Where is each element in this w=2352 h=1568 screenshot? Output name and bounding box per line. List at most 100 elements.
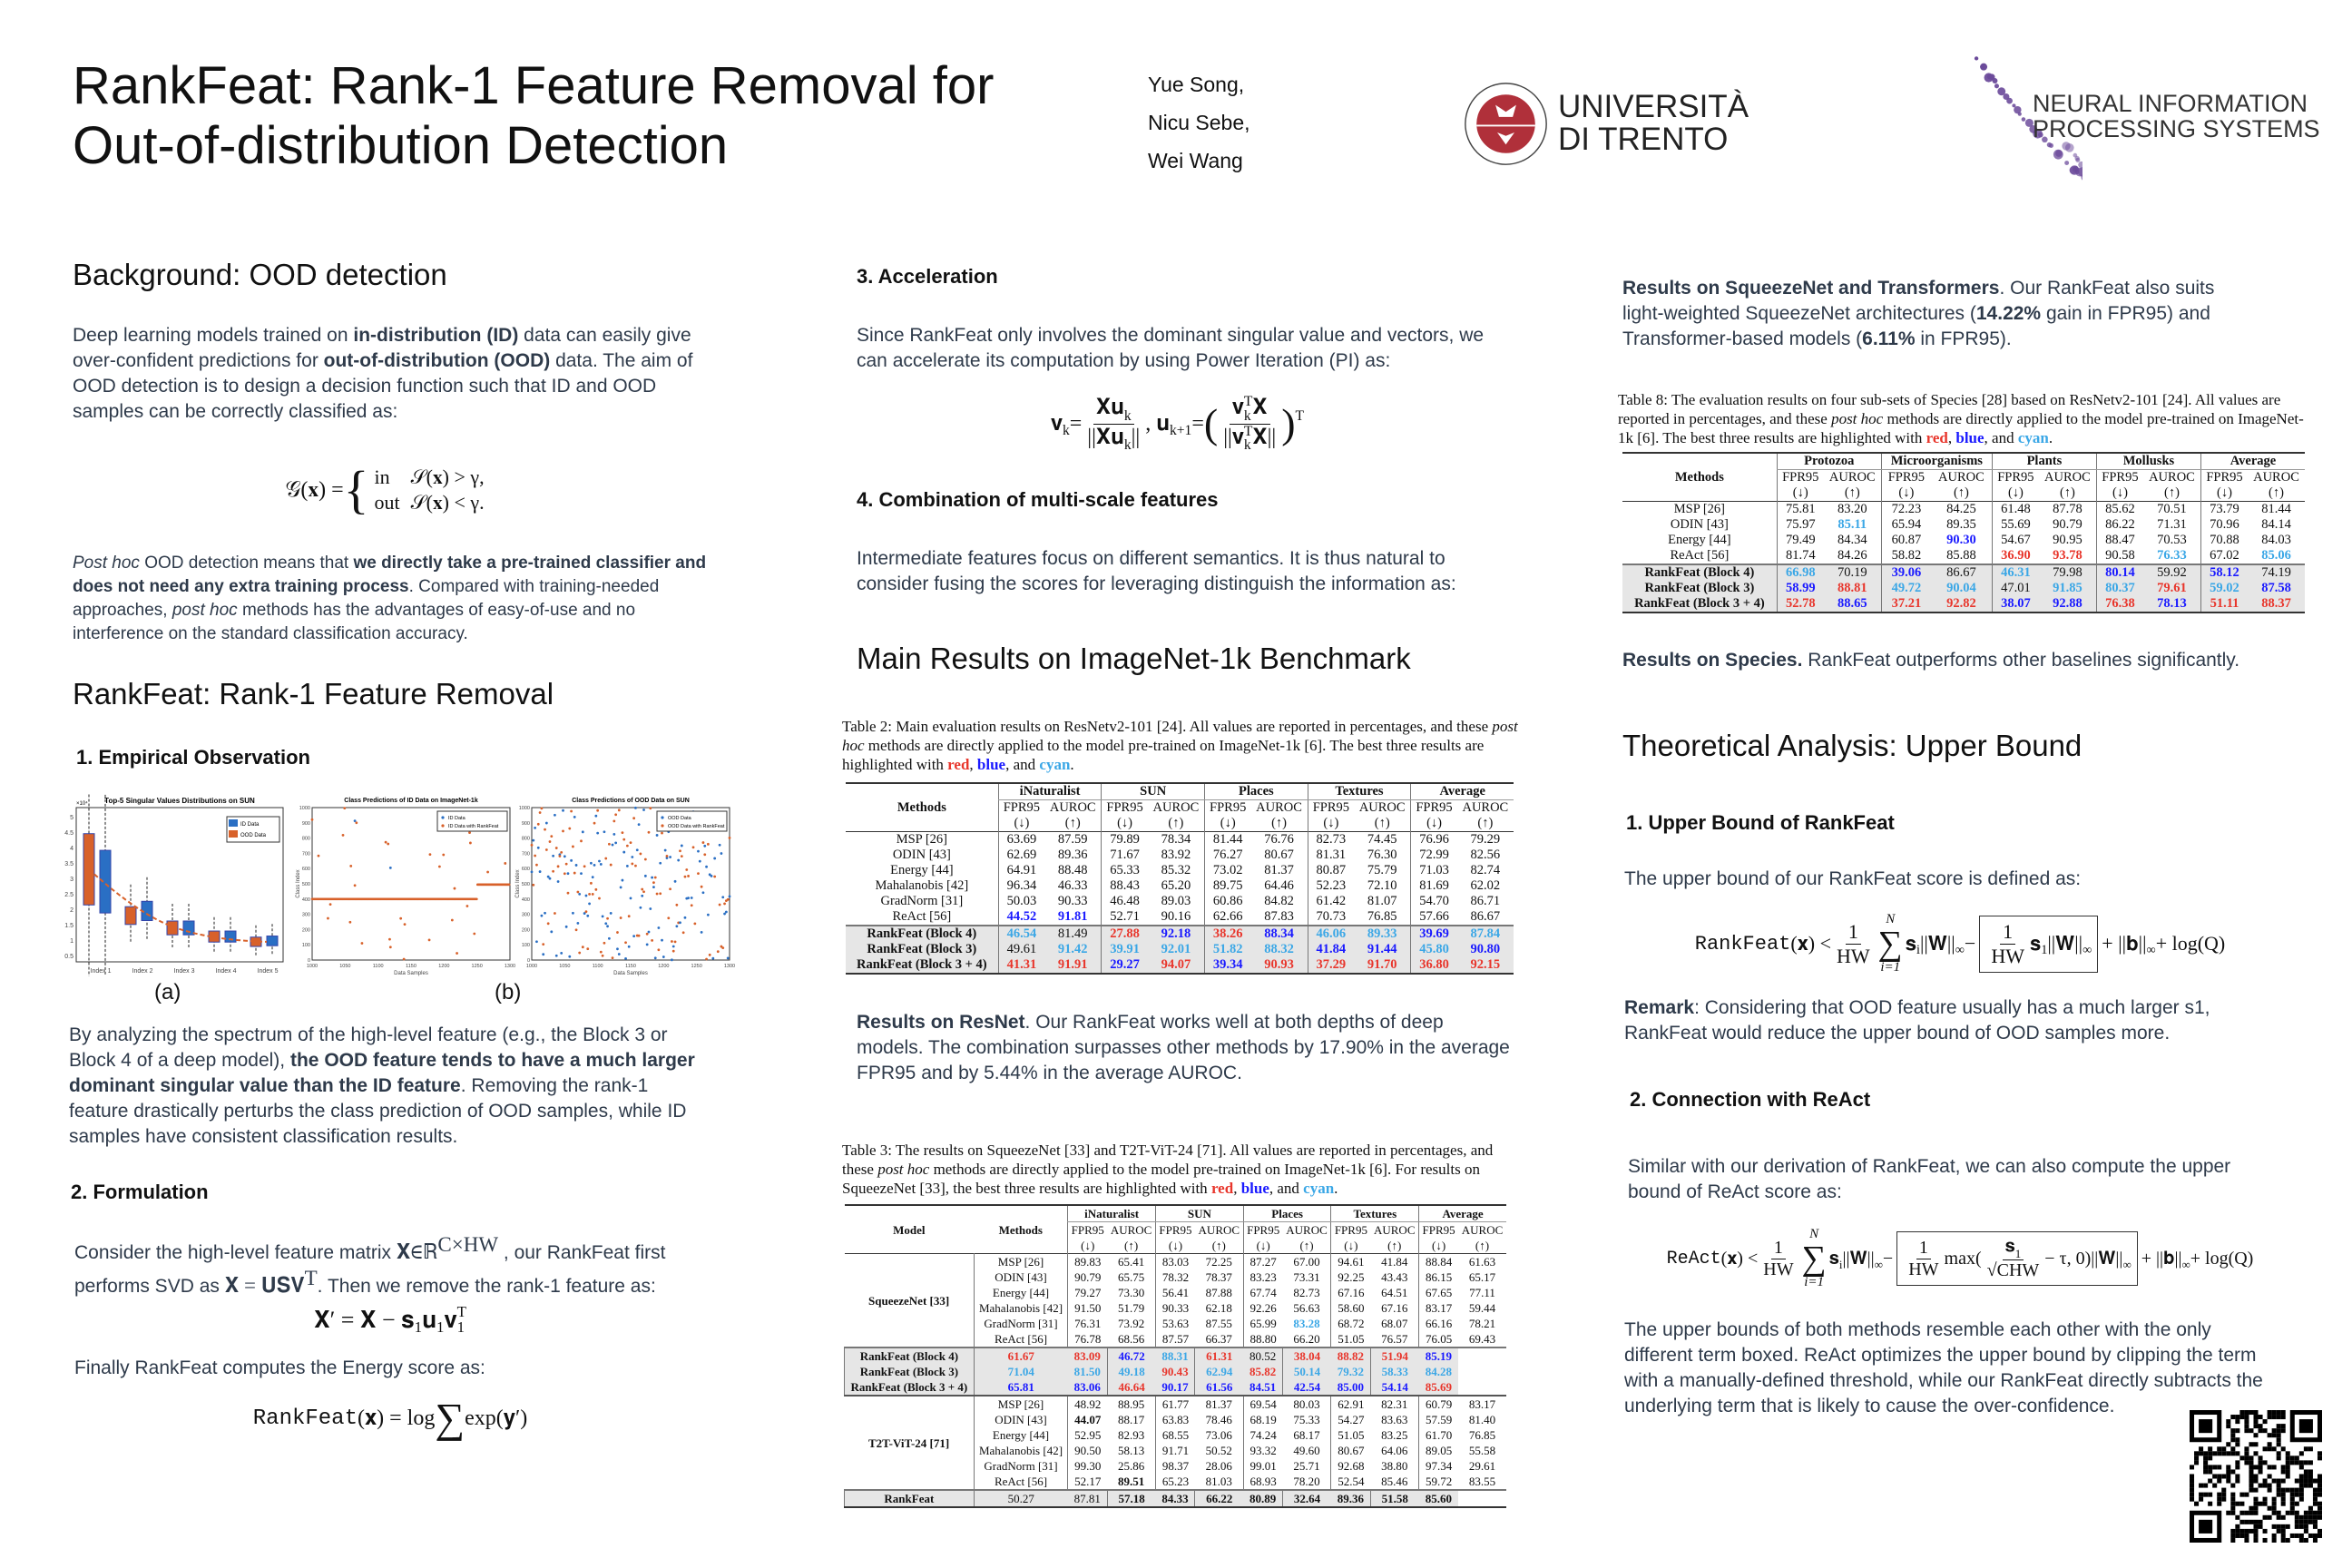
- qr-module: [2244, 1415, 2249, 1420]
- data-point: [609, 863, 612, 867]
- qr-module: [2194, 1451, 2200, 1456]
- logo-dot: [2078, 161, 2082, 169]
- qr-module: [2276, 1410, 2281, 1416]
- table-cell: 88.82: [1337, 1349, 1364, 1363]
- table-cell: 88.80: [1242, 1331, 1283, 1348]
- legend-label: ID Data with RankFeat: [448, 824, 499, 829]
- table-cell: 85.82: [1250, 1365, 1277, 1378]
- table-cell: 94.07: [1161, 957, 1191, 972]
- qr-module: [2235, 1465, 2240, 1470]
- qr-module: [2312, 1501, 2318, 1506]
- metric-name: FPR95: [2206, 470, 2243, 485]
- qr-module: [2244, 1533, 2249, 1538]
- qr-module: [2312, 1514, 2318, 1520]
- qr-module: [2294, 1533, 2299, 1538]
- logo-dot: [2017, 112, 2022, 116]
- math-script: 1: [436, 1305, 444, 1336]
- metric-header: AUROC (↑): [1195, 1222, 1243, 1254]
- math-script: ∞: [2122, 1247, 2131, 1270]
- metric-header: FPR95 (↓): [1307, 799, 1355, 832]
- qr-module: [2262, 1514, 2268, 1520]
- qr-module: [2317, 1487, 2322, 1493]
- qr-module: [2271, 1415, 2277, 1420]
- table-row: RankFeat (Block 4) 66.98 70.19 39.06 86.67 46…: [1622, 564, 2305, 581]
- text-span: data. The aim of OOD detection is to des…: [73, 350, 693, 422]
- table-cell: 71.03: [1410, 863, 1457, 878]
- table-cell: 70.51: [2157, 502, 2187, 516]
- data-point: [634, 864, 637, 867]
- qr-module: [2221, 1496, 2227, 1502]
- math-operator-name: ReAct: [1666, 1248, 1721, 1269]
- qr-module: [2226, 1442, 2231, 1447]
- qr-code[interactable]: [2190, 1410, 2322, 1543]
- qr-module: [2244, 1460, 2249, 1465]
- table-cell: 83.55: [1468, 1475, 1496, 1488]
- text-span: .: [2048, 429, 2053, 446]
- data-point: [665, 857, 669, 859]
- table-cell: 90.43: [1161, 1365, 1189, 1378]
- qr-module: [2294, 1514, 2299, 1520]
- math-text: 𝐯: [1231, 396, 1244, 420]
- data-point: [609, 912, 612, 915]
- qr-module: [2267, 1410, 2272, 1416]
- math-script: ∞: [2146, 931, 2155, 957]
- denominator: √CHW: [1984, 1260, 2043, 1281]
- data-point: [349, 864, 353, 867]
- table-cell: 89.51: [1117, 1475, 1145, 1488]
- table-cell: 51.82: [1204, 942, 1251, 957]
- text-span: ,: [969, 756, 977, 773]
- method-name: ReAct [56]: [892, 909, 952, 924]
- table-cell: 49.60: [1293, 1444, 1320, 1457]
- qr-module: [2303, 1524, 2308, 1529]
- data-point: [705, 957, 708, 961]
- table-cell: 88.17: [1117, 1413, 1145, 1426]
- table-cell: 83.28: [1293, 1317, 1320, 1330]
- table-cell: 90.95: [2053, 533, 2082, 547]
- column-group-header: Microorganisms: [1880, 453, 1993, 470]
- metric-header: FPR95 (↓): [1410, 799, 1457, 832]
- qr-module: [2230, 1483, 2236, 1488]
- table-cell: 75.79: [1367, 863, 1397, 877]
- qr-module: [2226, 1510, 2231, 1515]
- table-cell: 89.75: [1204, 878, 1251, 894]
- table-cell: 52.23: [1307, 878, 1355, 894]
- qr-module: [2190, 1474, 2195, 1479]
- table-cell: 64.46: [1264, 878, 1294, 893]
- data-point: [355, 821, 358, 825]
- table-cell: 57.18: [1106, 1490, 1156, 1507]
- superscript: [1063, 409, 1070, 424]
- data-point: [580, 839, 583, 843]
- metric-direction: (↓): [1117, 816, 1133, 830]
- author: Wei Wang: [1148, 149, 1243, 172]
- y-tick-label: 4: [70, 846, 74, 852]
- qr-module: [2199, 1446, 2204, 1452]
- superscript: [1124, 395, 1132, 409]
- qr-module: [2249, 1528, 2254, 1534]
- table-cell: 87.57: [1155, 1331, 1195, 1348]
- metric-name: FPR95: [1334, 1223, 1367, 1237]
- qr-module: [2285, 1487, 2290, 1493]
- subscript: 1: [456, 1318, 466, 1336]
- numerator: 𝐗𝐮 k: [1093, 395, 1134, 425]
- math-text: −: [1882, 1248, 1894, 1269]
- table-cell: 62.66: [1204, 909, 1251, 926]
- table-cell: 49.72: [1880, 581, 1931, 596]
- table-cell: 56.41: [1155, 1285, 1195, 1300]
- qr-module: [2312, 1519, 2318, 1524]
- table-cell: 61.31: [1194, 1348, 1244, 1364]
- qr-finder: [2298, 1419, 2313, 1434]
- data-point: [639, 906, 642, 909]
- table-cell: 88.84: [1418, 1253, 1459, 1269]
- table-cell: 44.07: [1067, 1412, 1108, 1427]
- metric-header: AUROC (↑): [1824, 470, 1882, 502]
- data-point: [574, 864, 578, 867]
- logo-dot: [2014, 105, 2022, 114]
- text-span: . Removing the rank-1 feature drasticall…: [69, 1075, 687, 1147]
- data-point: [726, 956, 730, 960]
- method-name: MSP [26]: [973, 1396, 1068, 1412]
- metric-header: FPR95 (↓): [1242, 1221, 1283, 1254]
- qr-module: [2208, 1446, 2213, 1452]
- y-tick-label: 1000: [299, 806, 310, 811]
- numerator: 1: [1916, 1238, 1931, 1259]
- table-cell: 54.70: [1410, 894, 1457, 909]
